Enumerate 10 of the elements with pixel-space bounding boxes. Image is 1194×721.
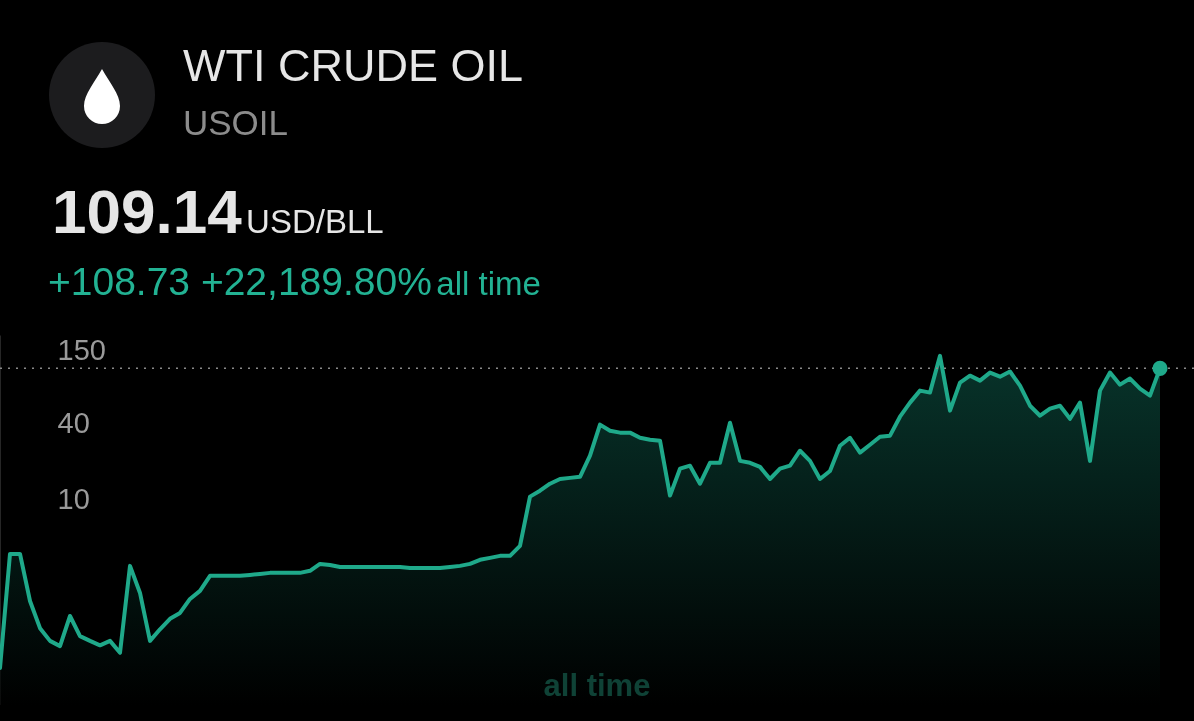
text: USD/BLL: [246, 203, 384, 240]
text: 109.14: [52, 177, 242, 246]
chart-subtitle: USOIL: [183, 103, 289, 143]
y-tick-label: 10: [57, 483, 90, 516]
annotation: all time: [542, 668, 652, 704]
text: all time: [436, 265, 541, 302]
y-tick-label: 150: [57, 334, 106, 367]
text: +108.73 +22,189.80%: [48, 260, 432, 303]
y-tick-label: 40: [57, 407, 90, 440]
chart-title: WTI CRUDE OIL: [183, 40, 524, 92]
